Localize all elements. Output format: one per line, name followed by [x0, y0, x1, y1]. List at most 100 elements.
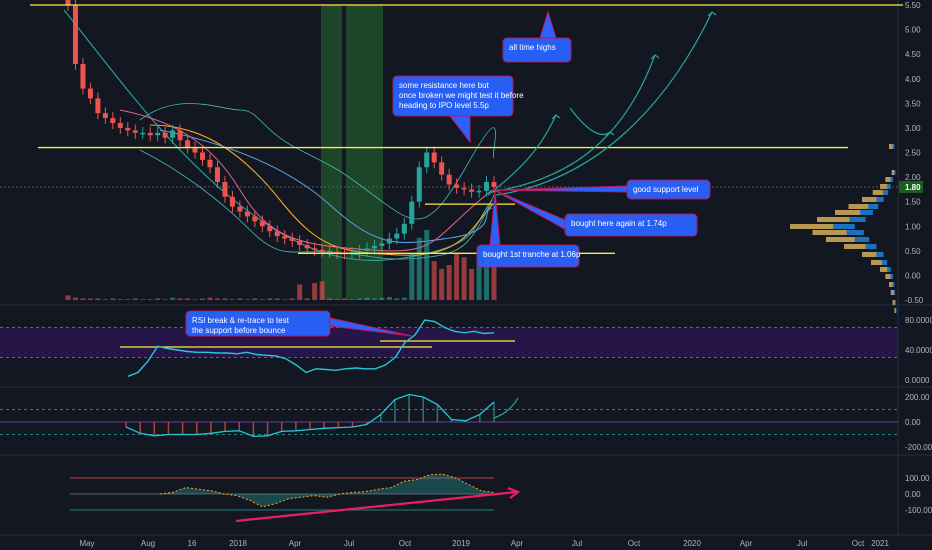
rsi-line — [127, 319, 495, 377]
bought1-bubble — [476, 244, 580, 268]
candle — [319, 249, 325, 252]
candle — [95, 98, 101, 114]
cci-projection-arrow — [493, 397, 519, 419]
volume-bar — [342, 298, 348, 300]
volume-bar — [214, 298, 220, 300]
volume-bar — [155, 298, 161, 300]
highlight-band — [321, 5, 342, 300]
candle — [125, 127, 131, 131]
rsi-pane[interactable] — [0, 319, 898, 377]
candle — [80, 64, 86, 89]
rsi-tick-label: 0.0000 — [905, 376, 930, 385]
candle — [147, 132, 153, 136]
volume-profile-bar — [844, 244, 866, 249]
time-tick-label: Apr — [511, 539, 524, 548]
cci-pane[interactable] — [0, 393, 898, 438]
candle — [461, 187, 467, 190]
volume-bar — [244, 299, 250, 300]
candle — [304, 244, 310, 249]
ma-blue — [159, 129, 493, 244]
candle — [409, 201, 415, 224]
volume-bar — [229, 299, 235, 300]
volume-bar — [386, 296, 392, 300]
volume-profile-bar — [894, 308, 896, 313]
volume-bar — [132, 298, 138, 300]
volume-bar — [424, 230, 430, 300]
volume-bar — [185, 298, 191, 300]
time-tick-label: 2018 — [229, 539, 247, 548]
projection-arrow — [491, 54, 656, 193]
volume-profile-bar — [871, 260, 882, 265]
candle — [65, 0, 71, 5]
volume-bar — [140, 299, 146, 300]
candle — [364, 248, 370, 251]
divergence-line — [235, 490, 517, 523]
volume-profile-bar — [889, 144, 893, 149]
candle — [297, 241, 303, 245]
price-tick-label: 0.00 — [905, 271, 921, 280]
volume-bar — [304, 298, 310, 300]
volume-bar — [439, 268, 445, 300]
candle — [289, 238, 295, 241]
candle — [229, 196, 235, 207]
volume-bar — [147, 299, 153, 300]
arrow-head — [551, 114, 561, 120]
volume-profile-bar — [848, 204, 869, 209]
volume-profile-bar — [880, 267, 888, 272]
oscillator-pane[interactable] — [70, 473, 521, 523]
candle — [379, 243, 385, 246]
candle — [155, 132, 161, 136]
cci-tick-label: -200.00 — [905, 443, 932, 452]
price-tick-label: 4.00 — [905, 75, 921, 84]
time-tick-label: May — [79, 539, 94, 548]
candle — [102, 113, 108, 119]
resistance-bubble — [392, 75, 514, 117]
volume-bar — [95, 298, 101, 300]
cci-line — [125, 393, 495, 438]
arrow-head — [707, 11, 717, 17]
price-tick-label: 2.50 — [905, 149, 921, 158]
volume-bar — [297, 284, 303, 300]
resistance-bubble-text: some resistance here but — [399, 81, 490, 90]
volume-bar — [65, 295, 71, 300]
osc-tick-label: 0.00 — [905, 490, 921, 499]
volume-bar — [259, 299, 265, 300]
volume-profile-bar — [812, 230, 847, 235]
divergence-arrow-head — [507, 486, 521, 499]
candle — [282, 236, 288, 239]
volume-bar — [207, 297, 213, 300]
candle — [252, 216, 258, 222]
rsi-bubble-text: RSI break & re-trace to test — [192, 316, 290, 325]
price-tick-label: 0.50 — [905, 247, 921, 256]
cci-tick-label: 200.00 — [905, 393, 930, 402]
time-tick-label: 16 — [188, 539, 197, 548]
price-tick-label: 3.50 — [905, 99, 921, 108]
volume-bar — [87, 298, 93, 300]
time-tick-label: Jul — [344, 539, 354, 548]
volume-profile-bar — [862, 252, 877, 257]
volume-profile-bar — [872, 190, 883, 195]
time-tick-label: Oct — [399, 539, 412, 548]
resistance-bubble-text: heading to IPO level 5.5p — [399, 101, 489, 110]
candle — [454, 184, 460, 188]
volume-bar — [222, 298, 228, 300]
osc-area — [160, 474, 494, 507]
bought2-bubble — [564, 213, 698, 237]
candle — [244, 211, 250, 217]
volume-profile-bar — [891, 170, 895, 175]
volume-bar — [379, 297, 385, 300]
volume-bar — [371, 298, 377, 300]
time-tick-label: 2021 — [871, 539, 889, 548]
time-tick-label: Jul — [797, 539, 807, 548]
volume-bar — [401, 297, 407, 300]
volume-bar — [282, 299, 288, 300]
projection-arrow — [495, 11, 713, 196]
candle — [431, 152, 437, 163]
candle — [491, 182, 497, 187]
candle — [476, 190, 482, 193]
candle — [222, 182, 228, 197]
candle — [394, 233, 400, 239]
volume-bar — [409, 253, 415, 300]
price-tick-label: 1.00 — [905, 222, 921, 231]
